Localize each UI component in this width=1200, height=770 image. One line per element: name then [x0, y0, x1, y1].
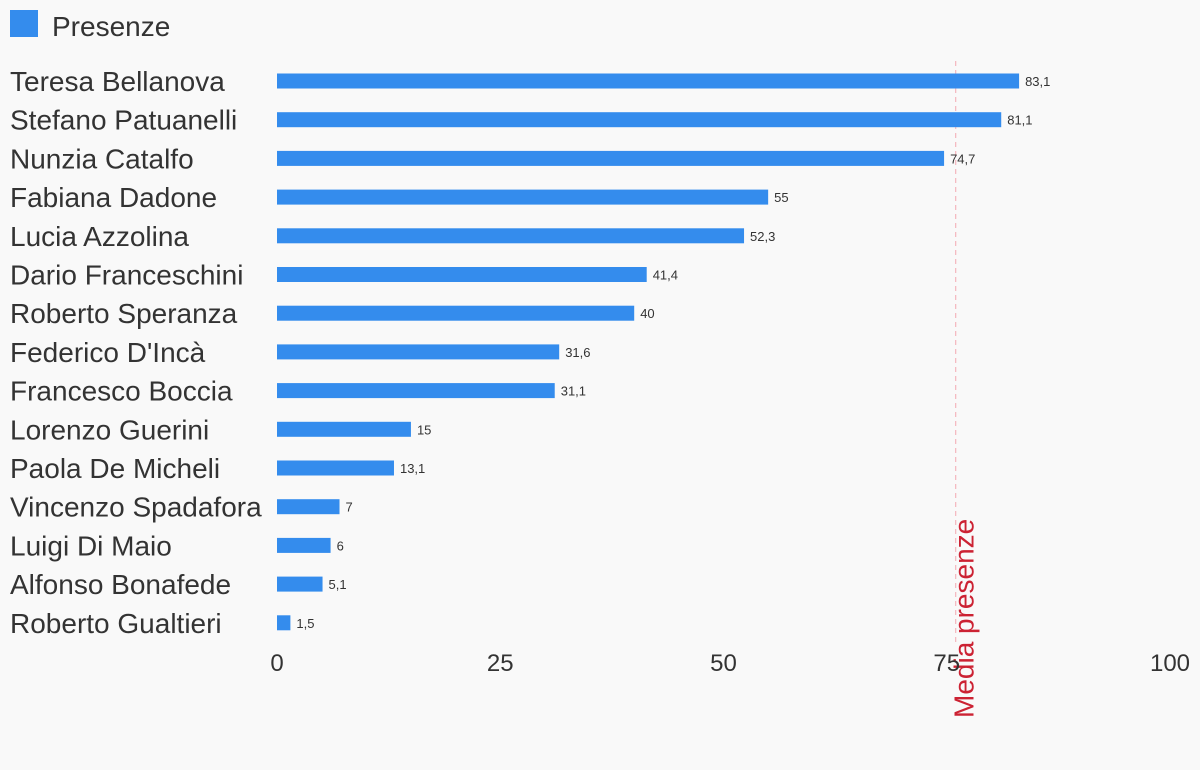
- category-label: Fabiana Dadone: [10, 182, 217, 213]
- bar: [277, 499, 340, 515]
- bar: [277, 228, 745, 244]
- category-label: Lorenzo Guerini: [10, 414, 209, 445]
- bar: [277, 305, 635, 321]
- bar: [277, 150, 945, 166]
- bar-value-label: 6: [337, 538, 344, 553]
- category-label: Francesco Boccia: [10, 376, 233, 407]
- category-label: Luigi Di Maio: [10, 530, 172, 561]
- bar-value-label: 83,1: [1025, 74, 1050, 89]
- x-tick-label: 100: [1150, 650, 1190, 677]
- bar-value-label: 31,6: [565, 345, 590, 360]
- category-label: Roberto Speranza: [10, 298, 238, 329]
- category-label: Nunzia Catalfo: [10, 143, 194, 174]
- category-labels: Teresa Bellanova Stefano Patuanelli Nunzia…: [10, 66, 262, 639]
- bar: [277, 383, 555, 399]
- category-label: Federico D'Incà: [10, 337, 206, 368]
- x-axis-ticks: 0 25 50 75 100: [270, 650, 1190, 677]
- category-label: Lucia Azzolina: [10, 221, 189, 252]
- bar: [277, 189, 769, 205]
- bar-value-label: 41,4: [653, 268, 678, 283]
- category-label: Roberto Gualtieri: [10, 608, 222, 639]
- category-label: Paola De Micheli: [10, 453, 220, 484]
- x-tick-label: 75: [933, 650, 960, 677]
- bar-value-label: 15: [417, 422, 431, 437]
- x-tick-label: 0: [270, 650, 283, 677]
- bars: [277, 73, 1020, 631]
- bar-value-label: 55: [774, 190, 788, 205]
- x-tick-label: 50: [710, 650, 737, 677]
- bar: [277, 460, 394, 476]
- bar: [277, 112, 1002, 128]
- category-label: Stefano Patuanelli: [10, 105, 237, 136]
- bar-value-label: 74,7: [950, 151, 975, 166]
- legend-label-presenze: Presenze: [52, 11, 170, 42]
- legend: Presenze: [10, 10, 170, 42]
- bar: [277, 267, 647, 282]
- bar: [277, 576, 323, 592]
- bar-value-label: 5,1: [329, 577, 347, 592]
- legend-swatch-presenze: [10, 10, 38, 37]
- bar-value-label: 52,3: [750, 229, 775, 244]
- bar-value-label: 40: [640, 306, 654, 321]
- x-tick-label: 25: [487, 650, 514, 677]
- bar: [277, 615, 291, 631]
- bar: [277, 73, 1020, 89]
- bar-value-label: 31,1: [561, 384, 586, 399]
- reference-line-label: Media presenze: [949, 519, 980, 718]
- category-label: Alfonso Bonafede: [10, 569, 231, 600]
- bar-value-label: 13,1: [400, 461, 425, 476]
- bar: [277, 537, 331, 553]
- value-labels: 83,1 81,1 74,7 55 52,3 41,4 40 31,6 31,1 15 13,1 7 6…: [296, 74, 1050, 631]
- bar-value-label: 7: [346, 500, 353, 515]
- bar-value-label: 81,1: [1007, 113, 1032, 128]
- category-label: Dario Franceschini: [10, 260, 243, 291]
- category-label: Vincenzo Spadafora: [10, 492, 262, 523]
- reference-line-group: Media presenze: [949, 61, 980, 718]
- bar: [277, 421, 411, 437]
- category-label: Teresa Bellanova: [10, 66, 225, 97]
- bar: [277, 344, 560, 360]
- bar-value-label: 1,5: [296, 616, 314, 631]
